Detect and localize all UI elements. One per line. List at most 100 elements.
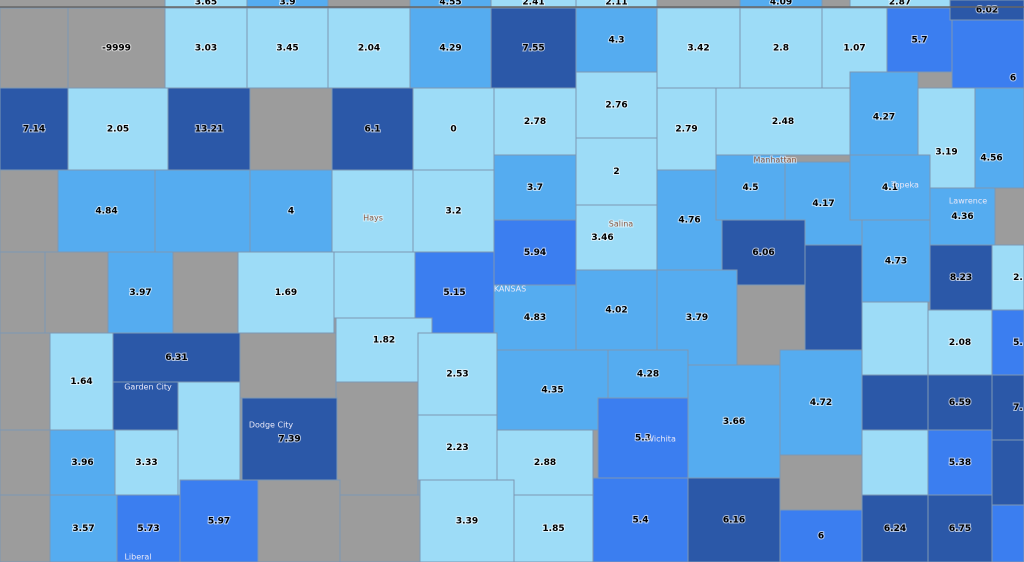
- place-label: Lawrence: [949, 197, 987, 206]
- county: [496, 349, 609, 431]
- county: [419, 479, 515, 562]
- county-value: 3.03: [195, 44, 217, 54]
- county: [991, 309, 1024, 376]
- county: [490, 7, 577, 89]
- county: [249, 87, 333, 171]
- county-value: 2.41: [522, 0, 544, 8]
- county-value: 0: [450, 125, 456, 135]
- county: [513, 494, 594, 562]
- county: [607, 349, 689, 399]
- county-value: 7.39: [278, 435, 300, 445]
- county-value: 2.8: [773, 44, 789, 54]
- county: [656, 169, 723, 271]
- county: [804, 244, 863, 351]
- county-value: 2.79: [675, 125, 697, 135]
- county: [331, 87, 414, 171]
- county-value: 2: [613, 167, 619, 177]
- county-value: 4.55: [439, 0, 461, 8]
- county-value: 6: [1010, 74, 1016, 84]
- county-value: 3.97: [129, 288, 151, 298]
- county: [239, 332, 337, 399]
- county: [0, 332, 51, 431]
- county-value: 7.: [1013, 403, 1023, 413]
- county: [49, 332, 114, 431]
- county: [493, 87, 577, 156]
- county: [861, 374, 929, 431]
- county-value: 13.21: [195, 125, 223, 135]
- county: [112, 381, 179, 431]
- county: [164, 7, 248, 89]
- county-value: 5.97: [208, 517, 230, 527]
- county-value: 4.17: [812, 199, 834, 209]
- county: [575, 204, 658, 271]
- county-value: 2.53: [446, 370, 468, 380]
- county-value: 3.7: [527, 183, 543, 193]
- county-value: 4.56: [980, 154, 1002, 164]
- county: [246, 7, 329, 89]
- county: [949, 0, 1024, 21]
- county-value: 3.19: [935, 148, 957, 158]
- county-value: 1.69: [275, 288, 297, 298]
- county-value: 5.4: [633, 516, 649, 526]
- county-value: 5.38: [949, 458, 971, 468]
- county: [114, 429, 179, 496]
- county-value: 6.16: [723, 516, 745, 526]
- county: [687, 477, 781, 562]
- county-value: 3.79: [686, 313, 708, 323]
- county-value: 4.73: [885, 257, 907, 267]
- county: [335, 317, 433, 383]
- county: [929, 244, 993, 311]
- county-value: 2.78: [524, 117, 546, 127]
- county-value: 3.33: [135, 458, 157, 468]
- county-value: 1.64: [70, 377, 92, 387]
- county-value: 4.36: [951, 212, 973, 222]
- county-value: 1.85: [542, 524, 564, 534]
- county: [409, 7, 492, 89]
- county: [333, 251, 416, 319]
- county-value: 4.09: [770, 0, 792, 8]
- county: [0, 494, 51, 562]
- county-value: 3.42: [687, 44, 709, 54]
- county: [0, 429, 51, 496]
- place-label: Salina: [609, 220, 633, 229]
- county: [656, 269, 738, 366]
- county-value: 8.23: [950, 273, 972, 283]
- county-value: 4.35: [541, 386, 563, 396]
- county-value: 5.7: [912, 36, 928, 46]
- place-label: KANSAS: [494, 285, 526, 294]
- county-value: 4.02: [605, 306, 627, 316]
- county-value: 6.31: [165, 353, 187, 363]
- county-value: 6.06: [752, 248, 774, 258]
- county-value: 4.84: [95, 207, 117, 217]
- county-value: 2.: [1013, 273, 1023, 283]
- place-label: Hays: [363, 214, 383, 223]
- county-value: 4.83: [524, 313, 546, 323]
- county-value: 4.76: [678, 216, 700, 226]
- county: [0, 251, 46, 334]
- county: [107, 251, 174, 334]
- county-value: 5.: [1013, 338, 1023, 348]
- county: [592, 477, 689, 562]
- county-value: 2.04: [358, 44, 380, 54]
- county: [656, 87, 717, 171]
- county-value: 5.73: [137, 524, 159, 534]
- county: [849, 154, 931, 221]
- county-value: 2.11: [605, 0, 627, 8]
- county: [0, 7, 69, 89]
- county: [179, 479, 259, 562]
- county: [861, 429, 929, 496]
- county-value: 6: [818, 532, 824, 542]
- county: [257, 479, 341, 562]
- county-value: 4.27: [873, 113, 895, 123]
- county: [493, 154, 577, 221]
- county: [172, 251, 239, 334]
- county-value: 2.88: [534, 458, 556, 468]
- county-value: 3.46: [591, 233, 613, 243]
- county-value: 5.15: [443, 288, 465, 298]
- county: [116, 494, 181, 562]
- county-value: 2.48: [772, 117, 794, 127]
- county-value: 4.5: [743, 183, 759, 193]
- county-value: 3.45: [276, 44, 298, 54]
- county-value: 2.05: [107, 125, 129, 135]
- county-value: 4.3: [609, 36, 625, 46]
